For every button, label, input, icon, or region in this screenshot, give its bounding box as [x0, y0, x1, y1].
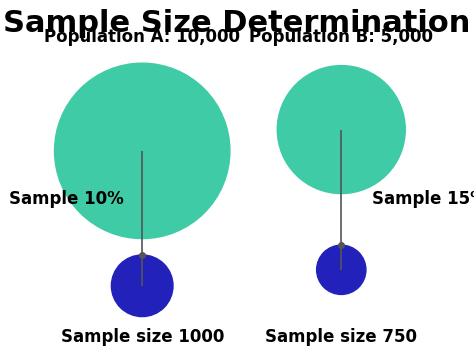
Text: Sample size 1000: Sample size 1000	[61, 328, 224, 346]
Text: Sample 15%: Sample 15%	[372, 190, 474, 208]
Text: Sample Size Determination: Sample Size Determination	[3, 9, 471, 38]
Text: Sample size 750: Sample size 750	[265, 328, 417, 346]
Ellipse shape	[317, 245, 366, 294]
Ellipse shape	[277, 66, 405, 193]
Text: Population A: 10,000: Population A: 10,000	[44, 28, 240, 46]
Text: Sample 10%: Sample 10%	[9, 190, 124, 208]
Ellipse shape	[111, 255, 173, 317]
Text: Population B: 5,000: Population B: 5,000	[249, 28, 433, 46]
Ellipse shape	[55, 63, 230, 239]
